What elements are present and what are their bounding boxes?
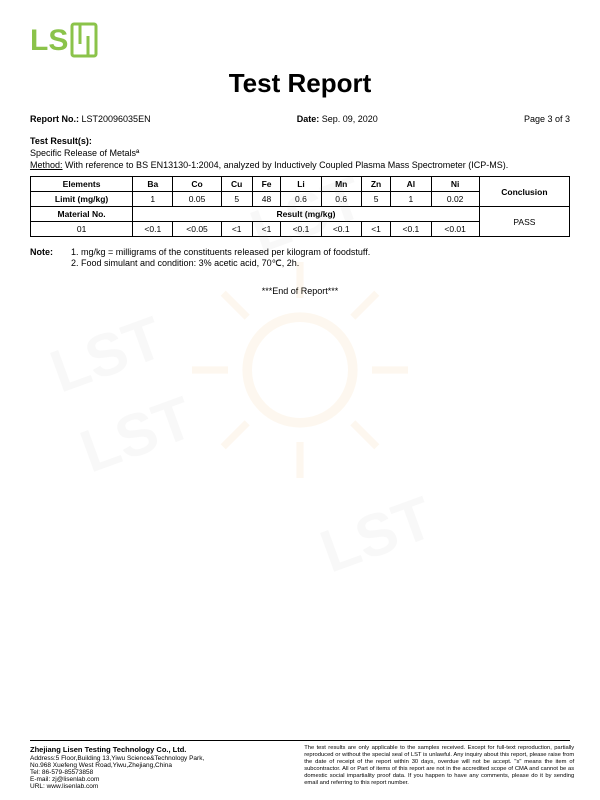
conclusion-cell: PASS (479, 207, 569, 237)
company-address: Address:5 Floor,Building 13,Yiwu Science… (30, 755, 289, 762)
result-cell: <0.1 (281, 222, 321, 237)
results-heading: Test Result(s): (30, 136, 570, 146)
method-label: Method: (30, 160, 63, 170)
table-row-result-header: Material No. Result (mg/kg) PASS (31, 207, 570, 222)
limit-cell: 48 (252, 192, 281, 207)
result-cell: <0.05 (173, 222, 221, 237)
spacer (30, 296, 570, 740)
note-item: Food simulant and condition: 3% acetic a… (81, 258, 370, 269)
report-no-label: Report No.: (30, 114, 79, 124)
limit-cell: 5 (221, 192, 252, 207)
material-no-cell: 01 (31, 222, 133, 237)
col-header: Zn (361, 177, 390, 192)
report-number: Report No.: LST20096035EN (30, 114, 151, 124)
result-cell: <0.1 (133, 222, 173, 237)
result-cell: <0.1 (391, 222, 431, 237)
company-email: E-mail: zj@lisenlab.com (30, 776, 289, 783)
result-cell: <1 (361, 222, 390, 237)
results-table: Elements Ba Co Cu Fe Li Mn Zn Al Ni Conc… (30, 176, 570, 237)
conclusion-header: Conclusion (479, 177, 569, 207)
company-logo: LS (30, 20, 570, 60)
col-header: Ni (431, 177, 479, 192)
limit-cell: 5 (361, 192, 390, 207)
header-meta-row: Report No.: LST20096035EN Date: Sep. 09,… (30, 114, 570, 124)
end-of-report: ***End of Report*** (30, 286, 570, 296)
page-footer: Zhejiang Lisen Testing Technology Co., L… (30, 740, 570, 790)
document-page: LS Test Report Report No.: LST20096035EN… (0, 0, 600, 800)
result-cell: <1 (221, 222, 252, 237)
date-label: Date: (297, 114, 320, 124)
limit-cell: 0.02 (431, 192, 479, 207)
limit-header: Limit (mg/kg) (31, 192, 133, 207)
col-header: Al (391, 177, 431, 192)
result-cell: <1 (252, 222, 281, 237)
footer-disclaimer: The test results are only applicable to … (304, 745, 574, 790)
company-name: Zhejiang Lisen Testing Technology Co., L… (30, 745, 289, 754)
result-cell: <0.1 (321, 222, 361, 237)
result-cell: <0.01 (431, 222, 479, 237)
col-header: Li (281, 177, 321, 192)
company-url: URL: www.lisenlab.com (30, 783, 289, 790)
table-row-elements: Elements Ba Co Cu Fe Li Mn Zn Al Ni Conc… (31, 177, 570, 192)
elements-header: Elements (31, 177, 133, 192)
material-no-header: Material No. (31, 207, 133, 222)
report-date: Date: Sep. 09, 2020 (297, 114, 378, 124)
limit-cell: 0.6 (281, 192, 321, 207)
date-value: Sep. 09, 2020 (322, 114, 378, 124)
result-header: Result (mg/kg) (133, 207, 480, 222)
notes-label: Note: (30, 247, 65, 270)
col-header: Mn (321, 177, 361, 192)
page-title: Test Report (30, 68, 570, 99)
company-address2: No.968 Xuefeng West Road,Yiwu,Zhejiang,C… (30, 762, 289, 769)
note-item: mg/kg = milligrams of the constituents r… (81, 247, 370, 257)
limit-cell: 0.6 (321, 192, 361, 207)
col-header: Cu (221, 177, 252, 192)
results-subheading: Specific Release of Metalsª (30, 148, 570, 158)
col-header: Ba (133, 177, 173, 192)
limit-cell: 1 (391, 192, 431, 207)
footer-company-info: Zhejiang Lisen Testing Technology Co., L… (30, 745, 289, 790)
notes-section: Note: mg/kg = milligrams of the constitu… (30, 247, 570, 270)
col-header: Co (173, 177, 221, 192)
limit-cell: 0.05 (173, 192, 221, 207)
svg-text:LS: LS (30, 24, 68, 57)
limit-cell: 1 (133, 192, 173, 207)
page-number: Page 3 of 3 (524, 114, 570, 124)
method-text: With reference to BS EN13130-1:2004, ana… (63, 160, 509, 170)
company-tel: Tel: 86-579-85573858 (30, 769, 289, 776)
method-description: Method: With reference to BS EN13130-1:2… (30, 160, 570, 170)
col-header: Fe (252, 177, 281, 192)
report-no-value: LST20096035EN (82, 114, 151, 124)
